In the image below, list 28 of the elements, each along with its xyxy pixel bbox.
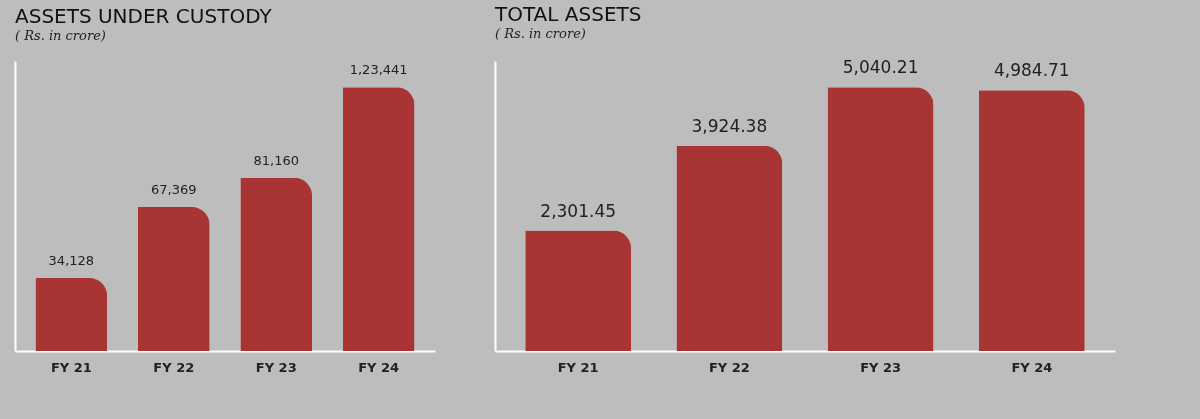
bar: [240, 177, 313, 351]
x-tick-label: FY 22: [708, 359, 750, 375]
data-label: 81,160: [253, 152, 299, 168]
x-tick-label: FY 22: [153, 359, 195, 375]
bar: [676, 145, 783, 351]
x-tick-label: FY 21: [50, 359, 92, 375]
bar: [525, 230, 632, 351]
data-label: 3,924.38: [691, 115, 768, 136]
data-label: 34,128: [48, 253, 95, 269]
x-tick-label: FY 24: [1011, 359, 1053, 375]
bar: [827, 87, 934, 351]
chart-title: ASSETS UNDER CUSTODY: [15, 4, 273, 28]
bar: [137, 207, 210, 351]
chart-subtitle: ( Rs. in crore): [495, 26, 586, 42]
data-label: 67,369: [151, 182, 197, 198]
x-tick-label: FY 23: [255, 359, 297, 375]
bar: [342, 87, 415, 351]
x-tick-label: FY 21: [557, 359, 599, 375]
bar: [35, 278, 108, 351]
chart-subtitle: ( Rs. in crore): [15, 28, 106, 43]
data-label: 5,040.21: [842, 57, 919, 78]
x-tick-label: FY 24: [358, 359, 400, 375]
data-label: 1,23,441: [349, 62, 408, 78]
bar: [978, 90, 1085, 351]
chart-title: TOTAL ASSETS: [494, 2, 642, 27]
data-label: 4,984.71: [993, 60, 1070, 81]
x-tick-label: FY 23: [860, 359, 902, 375]
data-label: 2,301.45: [540, 200, 617, 221]
